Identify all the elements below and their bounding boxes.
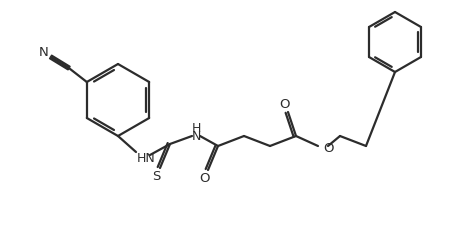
Text: HN: HN [137, 151, 156, 165]
Text: H: H [191, 122, 200, 136]
Text: S: S [151, 171, 160, 183]
Text: O: O [199, 173, 210, 185]
Text: N: N [191, 131, 200, 143]
Text: O: O [322, 142, 333, 155]
Text: N: N [39, 47, 49, 59]
Text: O: O [279, 98, 290, 110]
